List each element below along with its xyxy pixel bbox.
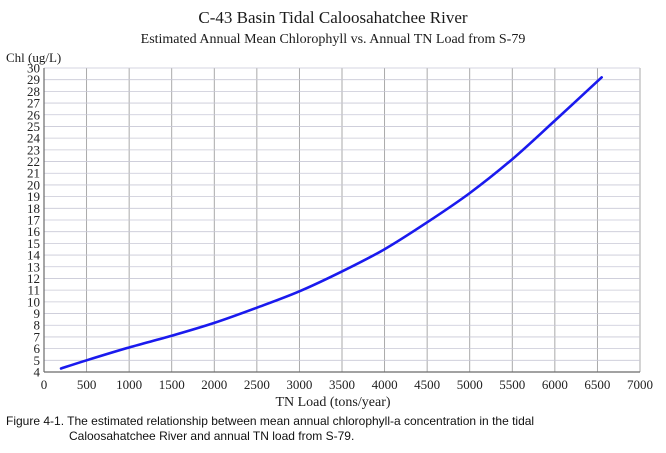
y-tick-label: 25 [27, 119, 40, 134]
x-tick-label: 1500 [159, 377, 185, 392]
y-tick-label: 27 [27, 96, 41, 111]
y-tick-label: 19 [27, 189, 40, 204]
y-tick-label: 30 [27, 61, 40, 76]
figure-caption: Figure 4-1. The estimated relationship b… [6, 414, 656, 444]
caption-line-2: Caloosahatchee River and annual TN load … [69, 429, 355, 443]
x-tick-label: 0 [41, 377, 48, 392]
y-tick-label: 10 [27, 294, 40, 309]
y-tick-label: 20 [27, 177, 40, 192]
x-tick-labels: 0 500 1000 1500 2000 2500 3000 3500 4000 4500 5000… [41, 377, 653, 392]
y-tick-label: 24 [27, 131, 41, 146]
x-tick-label: 500 [77, 377, 97, 392]
x-tick-label: 6000 [542, 377, 568, 392]
y-axis-label: Chl (ug/L) [6, 50, 62, 65]
y-tick-label: 6 [34, 341, 41, 356]
y-tick-label: 11 [27, 283, 40, 298]
axes [43, 68, 640, 373]
caption-line-1: Figure 4-1. The estimated relationship b… [6, 414, 535, 428]
y-tick-label: 4 [34, 365, 41, 380]
y-tick-label: 18 [27, 201, 40, 216]
y-tick-label: 14 [27, 248, 41, 263]
x-tick-label: 7000 [627, 377, 653, 392]
y-tick-label: 28 [27, 84, 40, 99]
y-tick-label: 29 [27, 72, 40, 87]
x-tick-label: 3500 [329, 377, 355, 392]
x-tick-label: 4000 [372, 377, 398, 392]
y-tick-label: 5 [34, 353, 41, 368]
y-tick-label: 7 [34, 329, 41, 344]
y-tick-label: 22 [27, 154, 40, 169]
y-tick-label: 9 [34, 306, 41, 321]
x-tick-label: 5000 [457, 377, 483, 392]
x-tick-label: 1000 [116, 377, 142, 392]
y-tick-labels: 4567891011121314151617181920212223242526… [27, 61, 41, 380]
x-tick-label: 6500 [584, 377, 610, 392]
y-tick-label: 13 [27, 259, 40, 274]
x-tick-label: 5500 [499, 377, 525, 392]
x-axis-label: TN Load (tons/year) [275, 395, 391, 410]
chart-title: C-43 Basin Tidal Caloosahatchee River [198, 8, 468, 27]
y-tick-label: 16 [27, 224, 41, 239]
y-tick-label: 8 [34, 318, 41, 333]
x-tick-label: 2000 [201, 377, 227, 392]
series-line [59, 76, 603, 370]
x-tick-label: 2500 [244, 377, 270, 392]
y-tick-label: 17 [27, 213, 41, 228]
x-tick-label: 3000 [286, 377, 312, 392]
series-layer [59, 76, 603, 370]
y-tick-label: 12 [27, 271, 40, 286]
y-tick-label: 15 [27, 236, 40, 251]
chart-subtitle: Estimated Annual Mean Chlorophyll vs. An… [140, 32, 526, 47]
y-tick-label: 23 [27, 142, 40, 157]
y-tick-label: 26 [27, 107, 41, 122]
horizontal-gridlines [44, 67, 640, 373]
y-tick-label: 21 [27, 166, 40, 181]
x-tick-label: 4500 [414, 377, 440, 392]
